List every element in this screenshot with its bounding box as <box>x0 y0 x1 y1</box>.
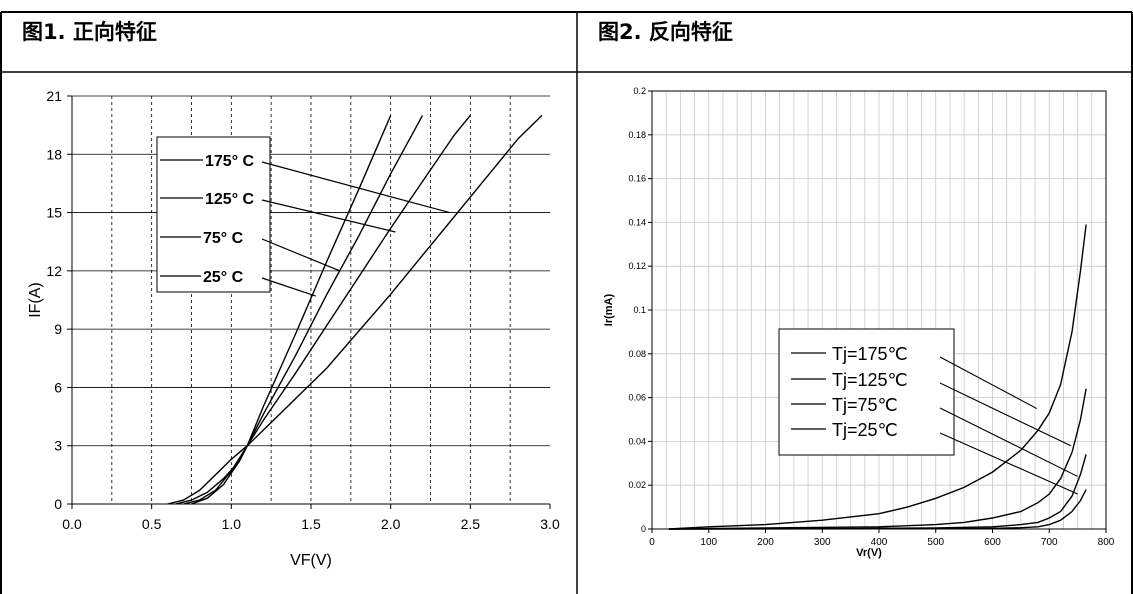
x-tick-label: 500 <box>927 537 944 548</box>
y-axis-label: Ir(mA) <box>603 293 615 326</box>
y-tick-label: 0 <box>641 524 646 534</box>
series-line <box>175 114 471 505</box>
legend-pointer <box>939 432 1078 495</box>
legend-label: 125° C <box>205 191 255 208</box>
y-tick-label: 15 <box>46 205 62 221</box>
y-tick-label: 0.02 <box>628 480 646 490</box>
y-tick-label: 0.2 <box>633 86 646 96</box>
x-axis-label: VF(V) <box>290 552 332 569</box>
y-axis-label: IF(A) <box>27 282 44 318</box>
series-line <box>668 388 1087 530</box>
x-tick-label: 100 <box>700 537 717 548</box>
x-tick-label: 600 <box>984 537 1001 548</box>
legend-label: Tj=175℃ <box>832 344 908 364</box>
y-tick-label: 9 <box>54 321 62 337</box>
x-tick-label: 3.0 <box>540 516 560 532</box>
y-tick-label: 0.08 <box>628 349 646 359</box>
y-tick-label: 12 <box>46 263 62 279</box>
y-tick-label: 0.04 <box>628 436 646 446</box>
legend-box <box>778 328 955 456</box>
series-line <box>668 489 1087 530</box>
y-tick-label: 21 <box>46 88 62 104</box>
x-tick-label: 2.0 <box>381 516 401 532</box>
y-tick-label: 0.16 <box>628 174 646 184</box>
legend-label: Tj=75℃ <box>832 395 898 415</box>
legend-label: Tj=25℃ <box>832 420 898 440</box>
y-tick-label: 0.06 <box>628 393 646 403</box>
legend-pointer <box>261 199 396 233</box>
forward-characteristic-chart: 0.0 0.5 1.0 1.5 2.0 2.5 3.0 0 3 6 9 12 15 18 21 VF(V) IF… <box>27 88 560 569</box>
legend-pointer <box>939 382 1072 447</box>
x-tick-label: 2.5 <box>461 516 481 532</box>
x-tick-label: 300 <box>814 537 831 548</box>
y-tick-label: 18 <box>46 146 62 162</box>
series-line <box>183 115 424 505</box>
y-tick-label: 0 <box>54 496 62 512</box>
x-tick-label: 400 <box>871 537 888 548</box>
x-tick-label: 0.5 <box>142 516 162 532</box>
legend-label: Tj=125℃ <box>832 370 908 390</box>
x-axis-label: Vr(V) <box>856 547 882 559</box>
legend-pointer <box>939 407 1078 477</box>
legend-box <box>156 136 271 293</box>
reverse-characteristic-chart: 0 100 200 300 400 500 600 700 800 0 0.02 0.04 0.06 0.… <box>603 86 1115 559</box>
legend-pointer <box>261 238 340 272</box>
y-tick-label: 0.12 <box>628 261 646 271</box>
x-tick-label: 800 <box>1098 537 1115 548</box>
series-line <box>167 114 543 505</box>
legend-pointer <box>939 356 1038 410</box>
series-line <box>668 454 1087 530</box>
x-tick-label: 1.5 <box>301 516 321 532</box>
y-tick-label: 0.14 <box>628 217 646 227</box>
y-tick-label: 0.1 <box>633 305 646 315</box>
legend-pointer <box>261 277 316 297</box>
x-tick-label: 700 <box>1041 537 1058 548</box>
legend-label: 25° C <box>203 269 244 286</box>
legend-label: 75° C <box>203 230 244 247</box>
x-tick-label: 0 <box>649 537 655 548</box>
panel-title-forward: 图1. 正向特征 <box>22 20 157 44</box>
legend-label: 175° C <box>205 153 255 170</box>
series-line <box>191 115 392 505</box>
y-tick-label: 0.18 <box>628 130 646 140</box>
legend-pointer <box>261 161 450 214</box>
series-line <box>668 224 1087 530</box>
panel-title-reverse: 图2. 反向特征 <box>598 20 733 44</box>
x-tick-label: 200 <box>757 537 774 548</box>
x-tick-label: 1.0 <box>222 516 242 532</box>
y-tick-label: 3 <box>54 438 62 454</box>
x-tick-label: 0.0 <box>62 516 82 532</box>
y-tick-label: 6 <box>54 379 62 395</box>
